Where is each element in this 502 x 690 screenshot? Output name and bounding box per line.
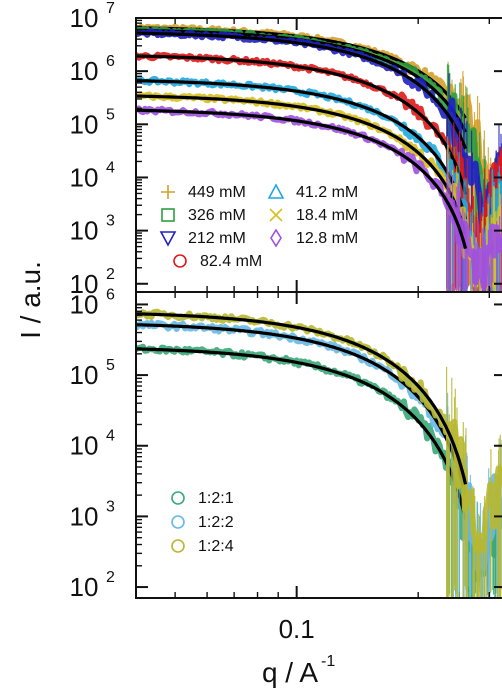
legend-item: 1:2:4 bbox=[171, 538, 234, 555]
fit-curve bbox=[136, 94, 468, 235]
top-panel: 10 7 10 6 10 5 10 4 10 3 10 2 449 mM 326 mM 212 mM 41.… bbox=[70, 0, 502, 299]
y-tick-label-exponent: 2 bbox=[106, 569, 115, 586]
y-tick-label: 10 bbox=[70, 289, 99, 319]
legend-label: 1:2:4 bbox=[198, 538, 234, 555]
y-tick-label: 10 bbox=[70, 109, 99, 139]
legend-label: 449 mM bbox=[188, 184, 246, 201]
legend-marker bbox=[171, 491, 185, 505]
y-tick-label: 10 bbox=[70, 269, 99, 299]
legend-label: 326 mM bbox=[188, 207, 246, 224]
fit-curve bbox=[136, 31, 467, 150]
y-tick-label-exponent: 4 bbox=[106, 159, 115, 176]
legend-label: 18.4 mM bbox=[296, 207, 358, 224]
legend-label: 12.8 mM bbox=[296, 230, 358, 247]
y-tick-label: 10 bbox=[70, 501, 99, 531]
bottom-legend: 1:2:1 1:2:2 1:2:4 bbox=[171, 490, 234, 555]
fit-curve bbox=[136, 79, 468, 220]
fit-curve bbox=[136, 323, 468, 496]
legend-item: 18.4 mM bbox=[269, 207, 358, 224]
y-tick-label-exponent: 3 bbox=[106, 498, 115, 515]
y-tick-label-exponent: 7 bbox=[106, 0, 115, 17]
top-legend: 449 mM 326 mM 212 mM 41.2 mM 18.4 mM 12.8 mM 8… bbox=[159, 183, 358, 270]
legend-label: 41.2 mM bbox=[296, 184, 358, 201]
legend-marker bbox=[161, 185, 175, 199]
legend-item: 212 mM bbox=[159, 230, 246, 247]
y-tick-label: 10 bbox=[70, 360, 99, 390]
y-tick-label: 10 bbox=[70, 431, 99, 461]
x-axis-label-main: q / A bbox=[262, 657, 318, 688]
y-tick-label: 10 bbox=[70, 56, 99, 86]
series-1-2-4 bbox=[136, 308, 502, 598]
y-tick-label: 10 bbox=[70, 216, 99, 246]
legend-item: 82.4 mM bbox=[173, 253, 262, 270]
legend-item: 1:2:2 bbox=[171, 514, 234, 531]
legend-marker bbox=[159, 231, 177, 247]
legend-item: 41.2 mM bbox=[267, 183, 358, 201]
legend-marker bbox=[171, 539, 185, 553]
legend-item: 326 mM bbox=[161, 207, 246, 224]
legend-label: 1:2:2 bbox=[198, 514, 234, 531]
y-tick-label: 10 bbox=[70, 162, 99, 192]
x-axis-label-exponent: -1 bbox=[321, 653, 335, 670]
y-axis-label: I / a.u. bbox=[15, 261, 46, 339]
y-tick-label-exponent: 4 bbox=[106, 428, 115, 445]
bottom-panel: 10 6 10 5 10 4 10 3 10 2 0.1 1:2:1 1:2:2 1:2:4 bbox=[70, 286, 502, 644]
x-tick-label: 0.1 bbox=[279, 614, 315, 644]
legend-marker bbox=[161, 208, 175, 222]
y-tick-label: 10 bbox=[70, 3, 99, 33]
x-axis-label: q / A bbox=[262, 657, 318, 688]
y-tick-label-exponent: 3 bbox=[106, 213, 115, 230]
legend-label: 82.4 mM bbox=[200, 253, 262, 270]
y-tick-label-exponent: 2 bbox=[106, 266, 115, 283]
legend-marker bbox=[267, 183, 285, 199]
legend-marker bbox=[173, 254, 187, 268]
y-tick-label-exponent: 6 bbox=[106, 53, 115, 70]
legend-label: 1:2:1 bbox=[198, 490, 234, 507]
y-tick-label: 10 bbox=[70, 572, 99, 602]
fit-curve bbox=[136, 347, 468, 520]
fit-curve bbox=[136, 312, 468, 485]
y-tick-label-exponent: 6 bbox=[106, 286, 115, 303]
y-tick-label-exponent: 5 bbox=[106, 106, 115, 123]
fit-curve bbox=[136, 54, 468, 195]
legend-item: 12.8 mM bbox=[270, 228, 358, 248]
legend-marker bbox=[171, 515, 185, 529]
fit-curve bbox=[136, 108, 468, 249]
legend-marker bbox=[270, 228, 282, 248]
legend-marker bbox=[269, 208, 283, 222]
legend-item: 449 mM bbox=[161, 184, 246, 201]
y-tick-label-exponent: 5 bbox=[106, 357, 115, 374]
legend-item: 1:2:1 bbox=[171, 490, 234, 507]
legend-label: 212 mM bbox=[188, 230, 246, 247]
